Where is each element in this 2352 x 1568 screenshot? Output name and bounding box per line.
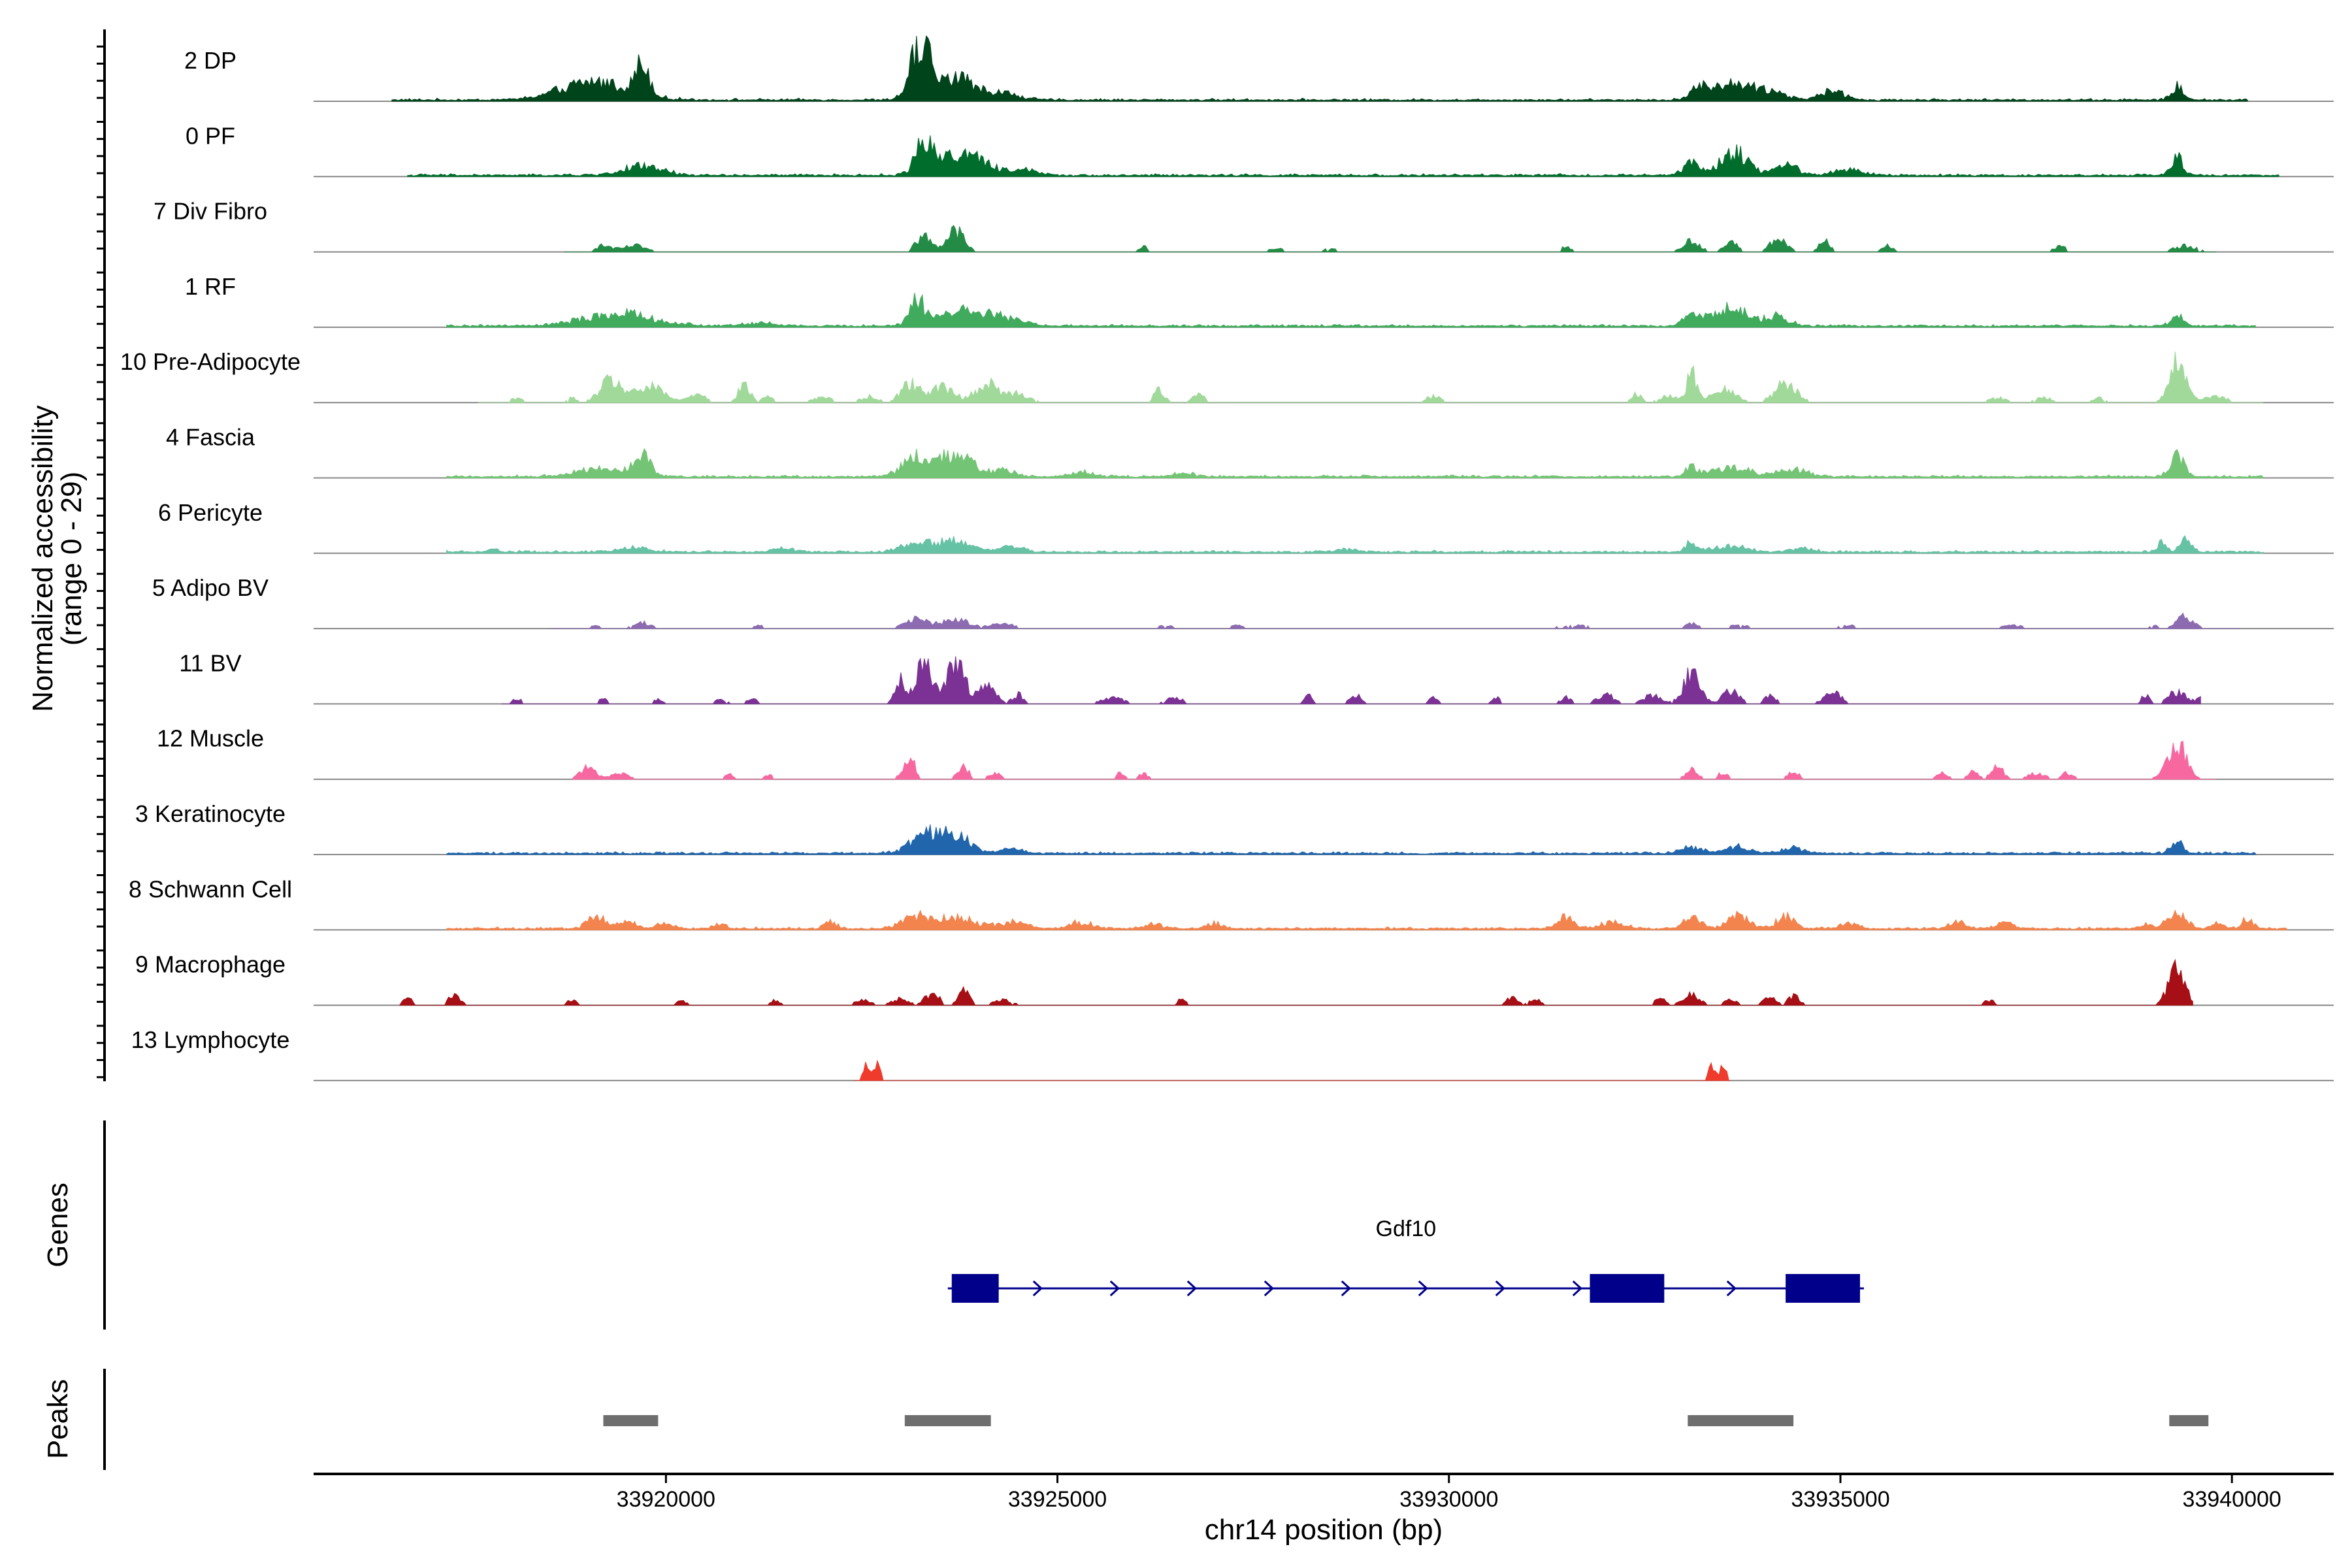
peak-regions: [603, 1415, 2209, 1426]
coverage-area: [446, 534, 2264, 554]
gene-exon: [951, 1274, 999, 1303]
coverage-area: [407, 135, 2279, 177]
strand-arrow: [1109, 1280, 1120, 1297]
coverage-track: 6 Pericyte: [158, 499, 2334, 554]
track-label: 2 DP: [184, 47, 237, 74]
coverage-track: 7 Div Fibro: [154, 198, 2334, 253]
gene-annotation: Gdf10: [947, 1217, 1864, 1303]
strand-arrow: [1341, 1280, 1351, 1297]
coverage-area: [564, 225, 2217, 253]
x-axis-title: chr14 position (bp): [1205, 1514, 1443, 1546]
coverage-track: 0 PF: [186, 122, 2334, 178]
coverage-track: 13 Lymphocyte: [131, 1026, 2334, 1081]
coverage-track: 10 Pre-Adipocyte: [120, 348, 2334, 404]
gene-exon: [1590, 1274, 1665, 1303]
peak-region: [904, 1415, 991, 1426]
track-label: 6 Pericyte: [158, 499, 263, 526]
y-axis-title-line1: Normalized accessibility: [27, 405, 59, 711]
strand-arrow: [1264, 1280, 1274, 1297]
coverage-area: [391, 35, 2248, 102]
peak-region: [603, 1415, 659, 1426]
coverage-area: [571, 740, 2217, 780]
x-tick-label: 33925000: [1008, 1487, 1107, 1512]
strand-arrow: [1572, 1280, 1582, 1297]
coverage-area: [478, 351, 2264, 404]
genes-panel-title: Genes: [42, 1183, 74, 1267]
track-label: 10 Pre-Adipocyte: [120, 348, 301, 375]
track-label: 7 Div Fibro: [154, 198, 267, 225]
track-label: 9 Macrophage: [135, 951, 286, 978]
coverage-track: 5 Adipo BV: [152, 574, 2334, 630]
strand-arrow: [1418, 1280, 1428, 1297]
gene-label: Gdf10: [1376, 1217, 1437, 1241]
coverage-track: 11 BV: [179, 649, 2334, 705]
track-label: 3 Keratinocyte: [135, 800, 286, 827]
coverage-track: 1 RF: [185, 273, 2334, 328]
coverage-area: [548, 612, 2240, 630]
track-label: 12 Muscle: [157, 725, 264, 752]
x-tick-label: 33935000: [1791, 1487, 1889, 1512]
track-label: 13 Lymphocyte: [131, 1026, 290, 1053]
strand-arrow: [1495, 1280, 1505, 1297]
strand-arrow: [1032, 1280, 1043, 1297]
coverage-area: [446, 909, 2287, 930]
coverage-track: 12 Muscle: [157, 725, 2334, 780]
track-label: 0 PF: [186, 122, 235, 149]
coverage-tracks: 2 DP 0 PF 7 Div Fibro 1 RF 10 Pre-Adipocyte 4…: [120, 35, 2334, 1081]
coverage-area: [446, 293, 2256, 328]
y-axis-title-line2: (range 0 - 29): [56, 472, 88, 646]
x-axis-ticks: 33920000 33925000 33930000 33935000 33940000: [617, 1474, 2281, 1512]
gene-exon: [1786, 1274, 1860, 1303]
coverage-area: [446, 824, 2256, 855]
x-tick-label: 33930000: [1399, 1487, 1498, 1512]
coverage-track: 8 Schwann Cell: [129, 875, 2334, 931]
peaks-panel-title: Peaks: [42, 1379, 74, 1459]
track-label: 8 Schwann Cell: [129, 875, 292, 902]
track-label: 5 Adipo BV: [152, 574, 269, 601]
coverage-y-axis-ticks: [97, 45, 105, 1079]
peak-region: [2169, 1415, 2209, 1426]
track-label: 4 Fascia: [166, 424, 255, 451]
strand-arrow: [1186, 1280, 1197, 1297]
coverage-area: [446, 448, 2264, 478]
coverage-track: 2 DP: [184, 35, 2334, 102]
coverage-track: 9 Macrophage: [135, 951, 2334, 1006]
x-tick-label: 33920000: [617, 1487, 715, 1512]
x-tick-label: 33940000: [2183, 1487, 2281, 1512]
coverage-area: [853, 1059, 1731, 1081]
track-label: 11 BV: [179, 649, 241, 676]
coverage-track: 3 Keratinocyte: [135, 800, 2334, 855]
coverage-area: [501, 656, 2201, 705]
coverage-area: [399, 958, 2193, 1006]
coverage-track: 4 Fascia: [166, 424, 2334, 479]
strand-arrow: [1726, 1280, 1737, 1297]
track-label: 1 RF: [185, 273, 236, 300]
peak-region: [1688, 1415, 1794, 1426]
